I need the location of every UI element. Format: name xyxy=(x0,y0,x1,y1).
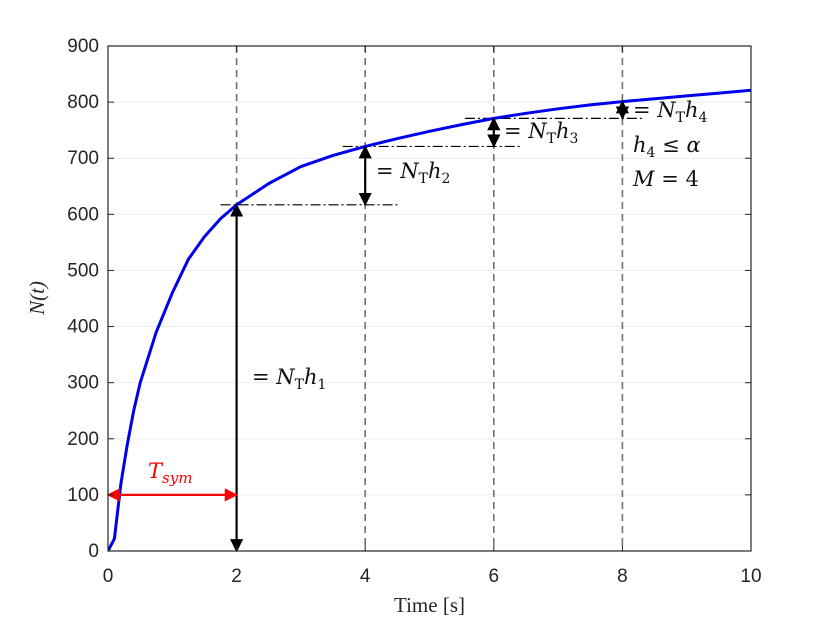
x-tick-label: 10 xyxy=(740,566,761,587)
x-tick-labels: 0 2 4 6 8 10 xyxy=(103,566,762,587)
y-tick-label: 0 xyxy=(88,541,99,562)
y-tick-label: 400 xyxy=(67,317,99,338)
h2-label: = NTh2 xyxy=(376,159,450,187)
y-tick-label: 800 xyxy=(67,92,99,113)
y-axis-label: N(t) xyxy=(25,281,49,316)
y-tick-label: 200 xyxy=(67,429,99,450)
x-axis-label: Time [s] xyxy=(394,593,465,617)
x-tick-label: 2 xyxy=(231,566,242,587)
h1-label: = NTh1 xyxy=(252,365,326,393)
m-value-label: M = 4 xyxy=(632,167,699,191)
h3-label: = NTh3 xyxy=(504,119,578,147)
x-tick-label: 4 xyxy=(360,566,371,587)
y-tick-label: 600 xyxy=(67,204,99,225)
y-tick-labels: 0 100 200 300 400 500 600 700 800 900 xyxy=(67,36,99,562)
x-tick-label: 0 xyxy=(103,566,114,587)
y-tick-label: 700 xyxy=(67,148,99,169)
x-tick-label: 6 xyxy=(489,566,500,587)
h4-label: = NTh4 xyxy=(633,98,708,126)
condition-label: h4 ≤ α xyxy=(633,133,701,161)
t-sym-label: Tsym xyxy=(148,459,192,487)
plot-frame xyxy=(107,45,752,552)
tick-marks xyxy=(107,45,752,552)
y-tick-label: 500 xyxy=(67,260,99,281)
y-tick-label: 300 xyxy=(67,373,99,394)
y-tick-label: 900 xyxy=(67,36,99,57)
arrow-annotations xyxy=(106,100,630,553)
x-tick-label: 8 xyxy=(617,566,628,587)
series-layer xyxy=(108,88,751,551)
y-tick-label: 100 xyxy=(67,485,99,506)
series-line xyxy=(108,88,751,551)
